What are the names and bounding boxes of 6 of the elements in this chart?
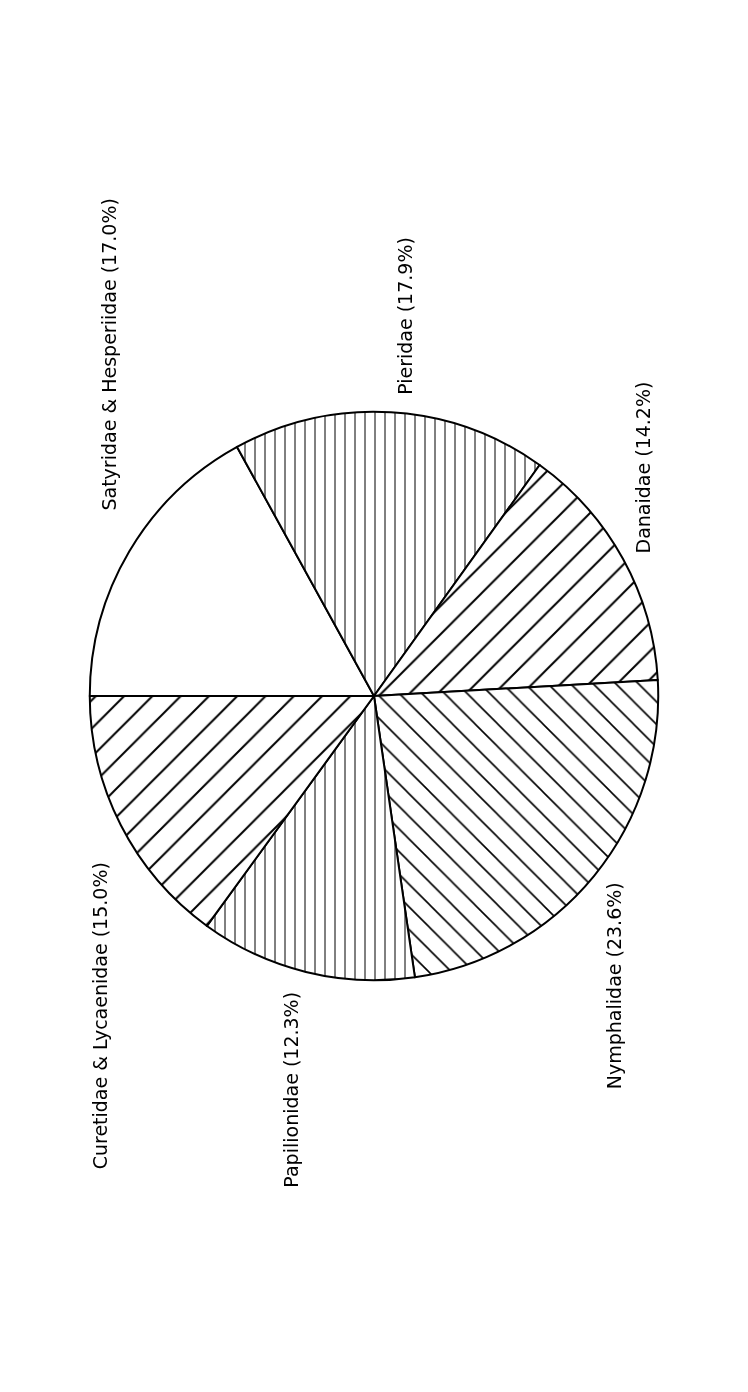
slice-label: Danaidae (14.2%) [632, 381, 655, 554]
slice-label: Pieridae (17.9%) [393, 237, 416, 395]
slice-label: Papilionidae (12.3%) [279, 991, 302, 1188]
slice-label: Nymphalidae (23.6%) [603, 882, 626, 1090]
slice-label: Curetidae & Lycaenidae (15.0%) [89, 862, 112, 1170]
slice-label: Satyridae & Hesperiidae (17.0%) [97, 198, 120, 511]
